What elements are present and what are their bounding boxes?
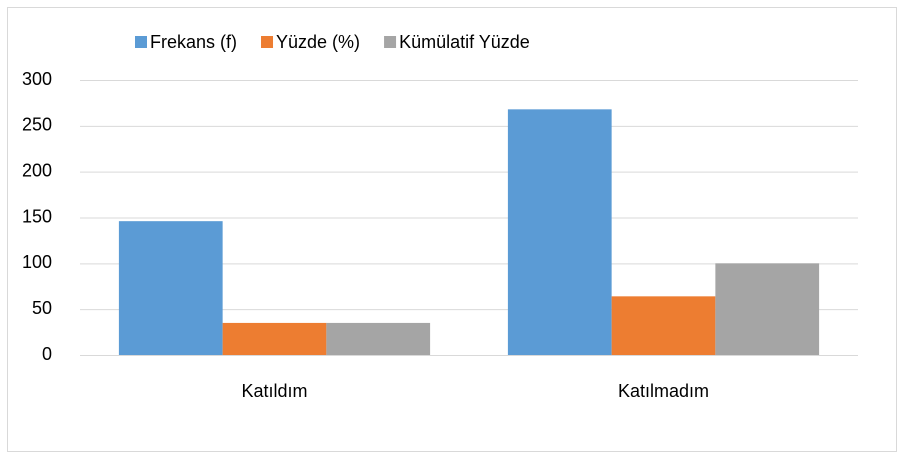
x-tick-label: Katılmadım (618, 381, 709, 401)
legend-swatch (384, 36, 397, 48)
y-tick-label: 300 (22, 69, 52, 89)
bar (326, 322, 431, 355)
y-tick-label: 200 (22, 160, 52, 180)
y-tick-label: 100 (22, 252, 52, 272)
bar (118, 221, 223, 355)
bar (611, 296, 716, 355)
y-tick-label: 150 (22, 206, 52, 226)
legend-label: Yüzde (%) (276, 32, 360, 52)
legend-label: Frekans (f) (150, 32, 237, 52)
y-tick-label: 250 (22, 115, 52, 135)
bar (715, 263, 820, 355)
legend-swatch (261, 36, 274, 48)
bar (222, 322, 327, 355)
y-tick-label: 0 (42, 344, 52, 364)
x-tick-label: Katıldım (241, 381, 307, 401)
bar (507, 109, 612, 355)
y-tick-label: 50 (32, 298, 52, 318)
legend-label: Kümülatif Yüzde (399, 32, 530, 52)
legend-swatch (135, 36, 147, 48)
